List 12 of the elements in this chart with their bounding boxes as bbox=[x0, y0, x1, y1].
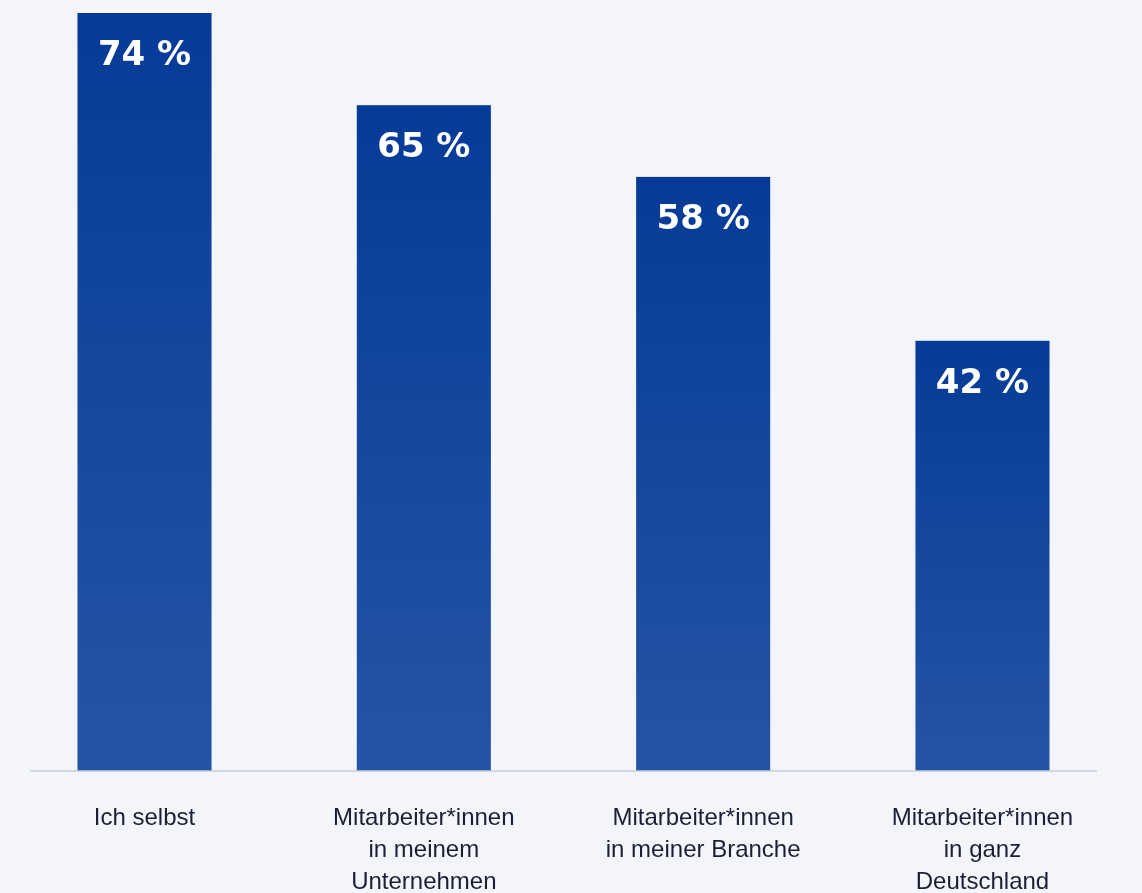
x-tick-label: Mitarbeiter*innen in meiner Branche bbox=[605, 803, 801, 862]
data-label: 58 % bbox=[656, 196, 750, 237]
x-tick-label: Ich selbst bbox=[93, 803, 196, 830]
data-label: 42 % bbox=[935, 360, 1030, 401]
x-tick-label: Mitarbeiter*innen in meinem Unternehmen bbox=[333, 803, 515, 893]
bar bbox=[915, 340, 1050, 771]
data-label: 65 % bbox=[377, 125, 471, 166]
bar bbox=[77, 13, 212, 771]
data-label: 74 % bbox=[97, 33, 192, 73]
bar bbox=[636, 176, 771, 771]
x-tick-label: Mitarbeiter*innen in ganz Deutschland bbox=[891, 803, 1074, 893]
bar bbox=[356, 105, 491, 771]
